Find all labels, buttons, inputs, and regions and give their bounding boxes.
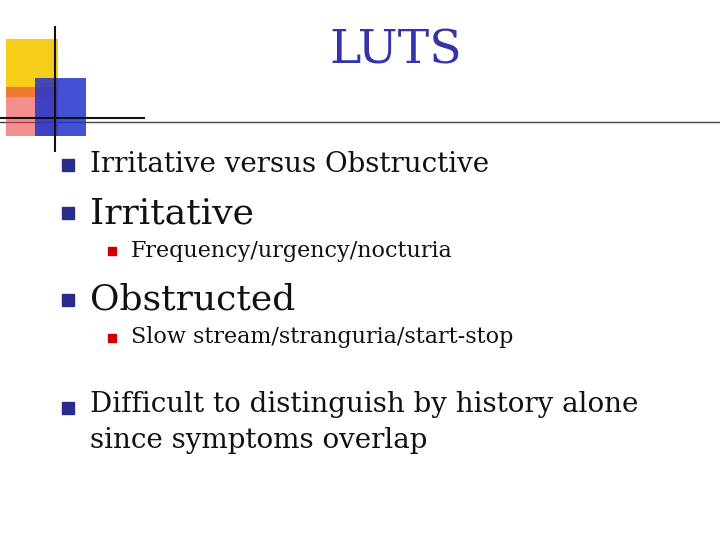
Text: Irritative versus Obstructive: Irritative versus Obstructive bbox=[90, 151, 489, 178]
Text: LUTS: LUTS bbox=[330, 29, 462, 74]
Text: Obstructed: Obstructed bbox=[90, 283, 295, 316]
FancyBboxPatch shape bbox=[6, 39, 58, 97]
Text: Frequency/urgency/nocturia: Frequency/urgency/nocturia bbox=[131, 240, 453, 262]
Text: Slow stream/stranguria/start-stop: Slow stream/stranguria/start-stop bbox=[131, 327, 513, 348]
Text: Difficult to distinguish by history alone
since symptoms overlap: Difficult to distinguish by history alon… bbox=[90, 392, 639, 454]
FancyBboxPatch shape bbox=[6, 87, 58, 136]
Text: Irritative: Irritative bbox=[90, 197, 254, 230]
FancyBboxPatch shape bbox=[35, 78, 86, 136]
